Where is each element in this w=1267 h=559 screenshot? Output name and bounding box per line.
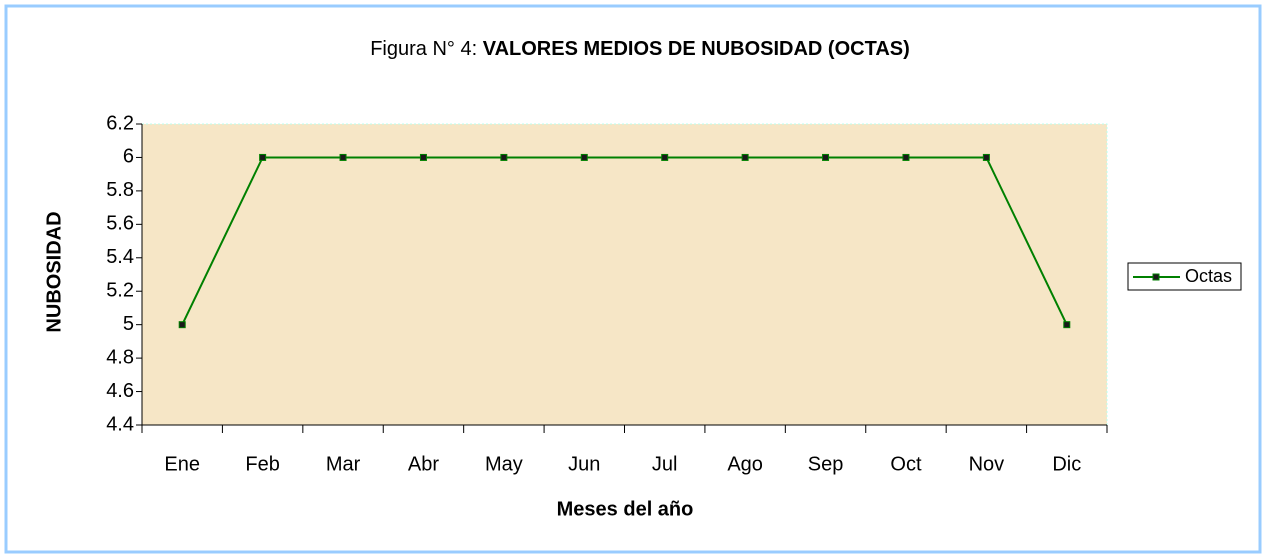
x-tick-label: Mar: [326, 453, 361, 475]
point: [741, 153, 749, 161]
y-tick-label: 4.4: [106, 413, 134, 435]
y-tick-label: 5: [123, 313, 134, 335]
x-tick-label: Ene: [164, 453, 200, 475]
y-tick-label: 6: [123, 146, 134, 168]
point: [339, 153, 347, 161]
point: [178, 321, 186, 329]
point: [419, 153, 427, 161]
x-tick-label: Nov: [969, 453, 1005, 475]
x-tick-label: Dic: [1052, 453, 1081, 475]
y-axis-label: NUBOSIDAD: [43, 211, 65, 332]
x-tick-label: Feb: [245, 453, 279, 475]
point: [661, 153, 669, 161]
y-tick-label: 4.6: [106, 380, 134, 402]
x-tick-label: Abr: [408, 453, 439, 475]
legend-marker: [1152, 273, 1160, 281]
point: [902, 153, 910, 161]
x-tick-label: May: [485, 453, 523, 475]
legend-label: Octas: [1185, 266, 1232, 286]
y-tick-label: 5.4: [106, 246, 134, 268]
x-tick-label: Jun: [568, 453, 600, 475]
y-tick-label: 5.2: [106, 280, 134, 302]
point: [500, 153, 508, 161]
point: [259, 153, 267, 161]
title-prefix: Figura N° 4:: [370, 38, 477, 60]
point: [982, 153, 990, 161]
point: [1063, 321, 1071, 329]
x-tick-label: Sep: [808, 453, 844, 475]
x-tick-label: Oct: [890, 453, 922, 475]
chart-title: Figura N° 4: VALORES MEDIOS DE NUBOSIDAD…: [370, 38, 910, 60]
y-tick-label: 5.8: [106, 179, 134, 201]
y-tick-label: 5.6: [106, 213, 134, 235]
point: [580, 153, 588, 161]
x-axis-label: Meses del año: [557, 498, 694, 520]
y-tick-label: 6.2: [106, 112, 134, 134]
x-tick-label: Jul: [652, 453, 678, 475]
x-tick-label: Ago: [727, 453, 763, 475]
series-line: [181, 156, 1068, 326]
title-main: VALORES MEDIOS DE NUBOSIDAD (OCTAS): [483, 38, 910, 60]
y-tick-label: 4.8: [106, 346, 134, 368]
point: [822, 153, 830, 161]
plot-area: [141, 123, 1108, 426]
